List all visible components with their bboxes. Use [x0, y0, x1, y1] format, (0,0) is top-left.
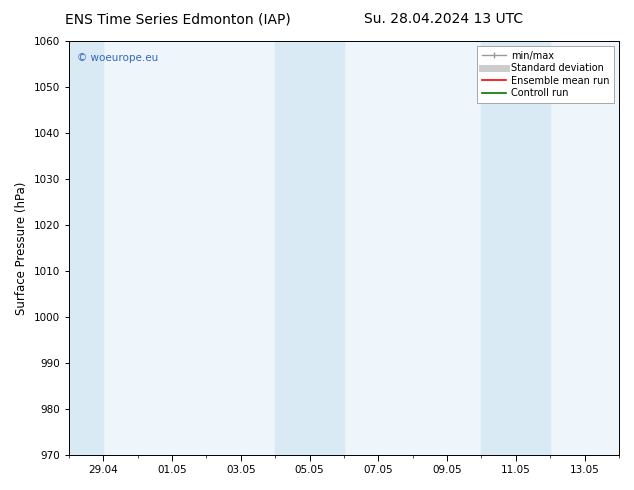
Bar: [69, 41, 103, 455]
Bar: [275, 41, 344, 455]
Text: © woeurope.eu: © woeurope.eu: [77, 53, 158, 64]
Bar: [481, 41, 550, 455]
Y-axis label: Surface Pressure (hPa): Surface Pressure (hPa): [15, 181, 28, 315]
Text: ENS Time Series Edmonton (IAP): ENS Time Series Edmonton (IAP): [65, 12, 290, 26]
Legend: min/max, Standard deviation, Ensemble mean run, Controll run: min/max, Standard deviation, Ensemble me…: [477, 46, 614, 103]
Text: Su. 28.04.2024 13 UTC: Su. 28.04.2024 13 UTC: [365, 12, 523, 26]
